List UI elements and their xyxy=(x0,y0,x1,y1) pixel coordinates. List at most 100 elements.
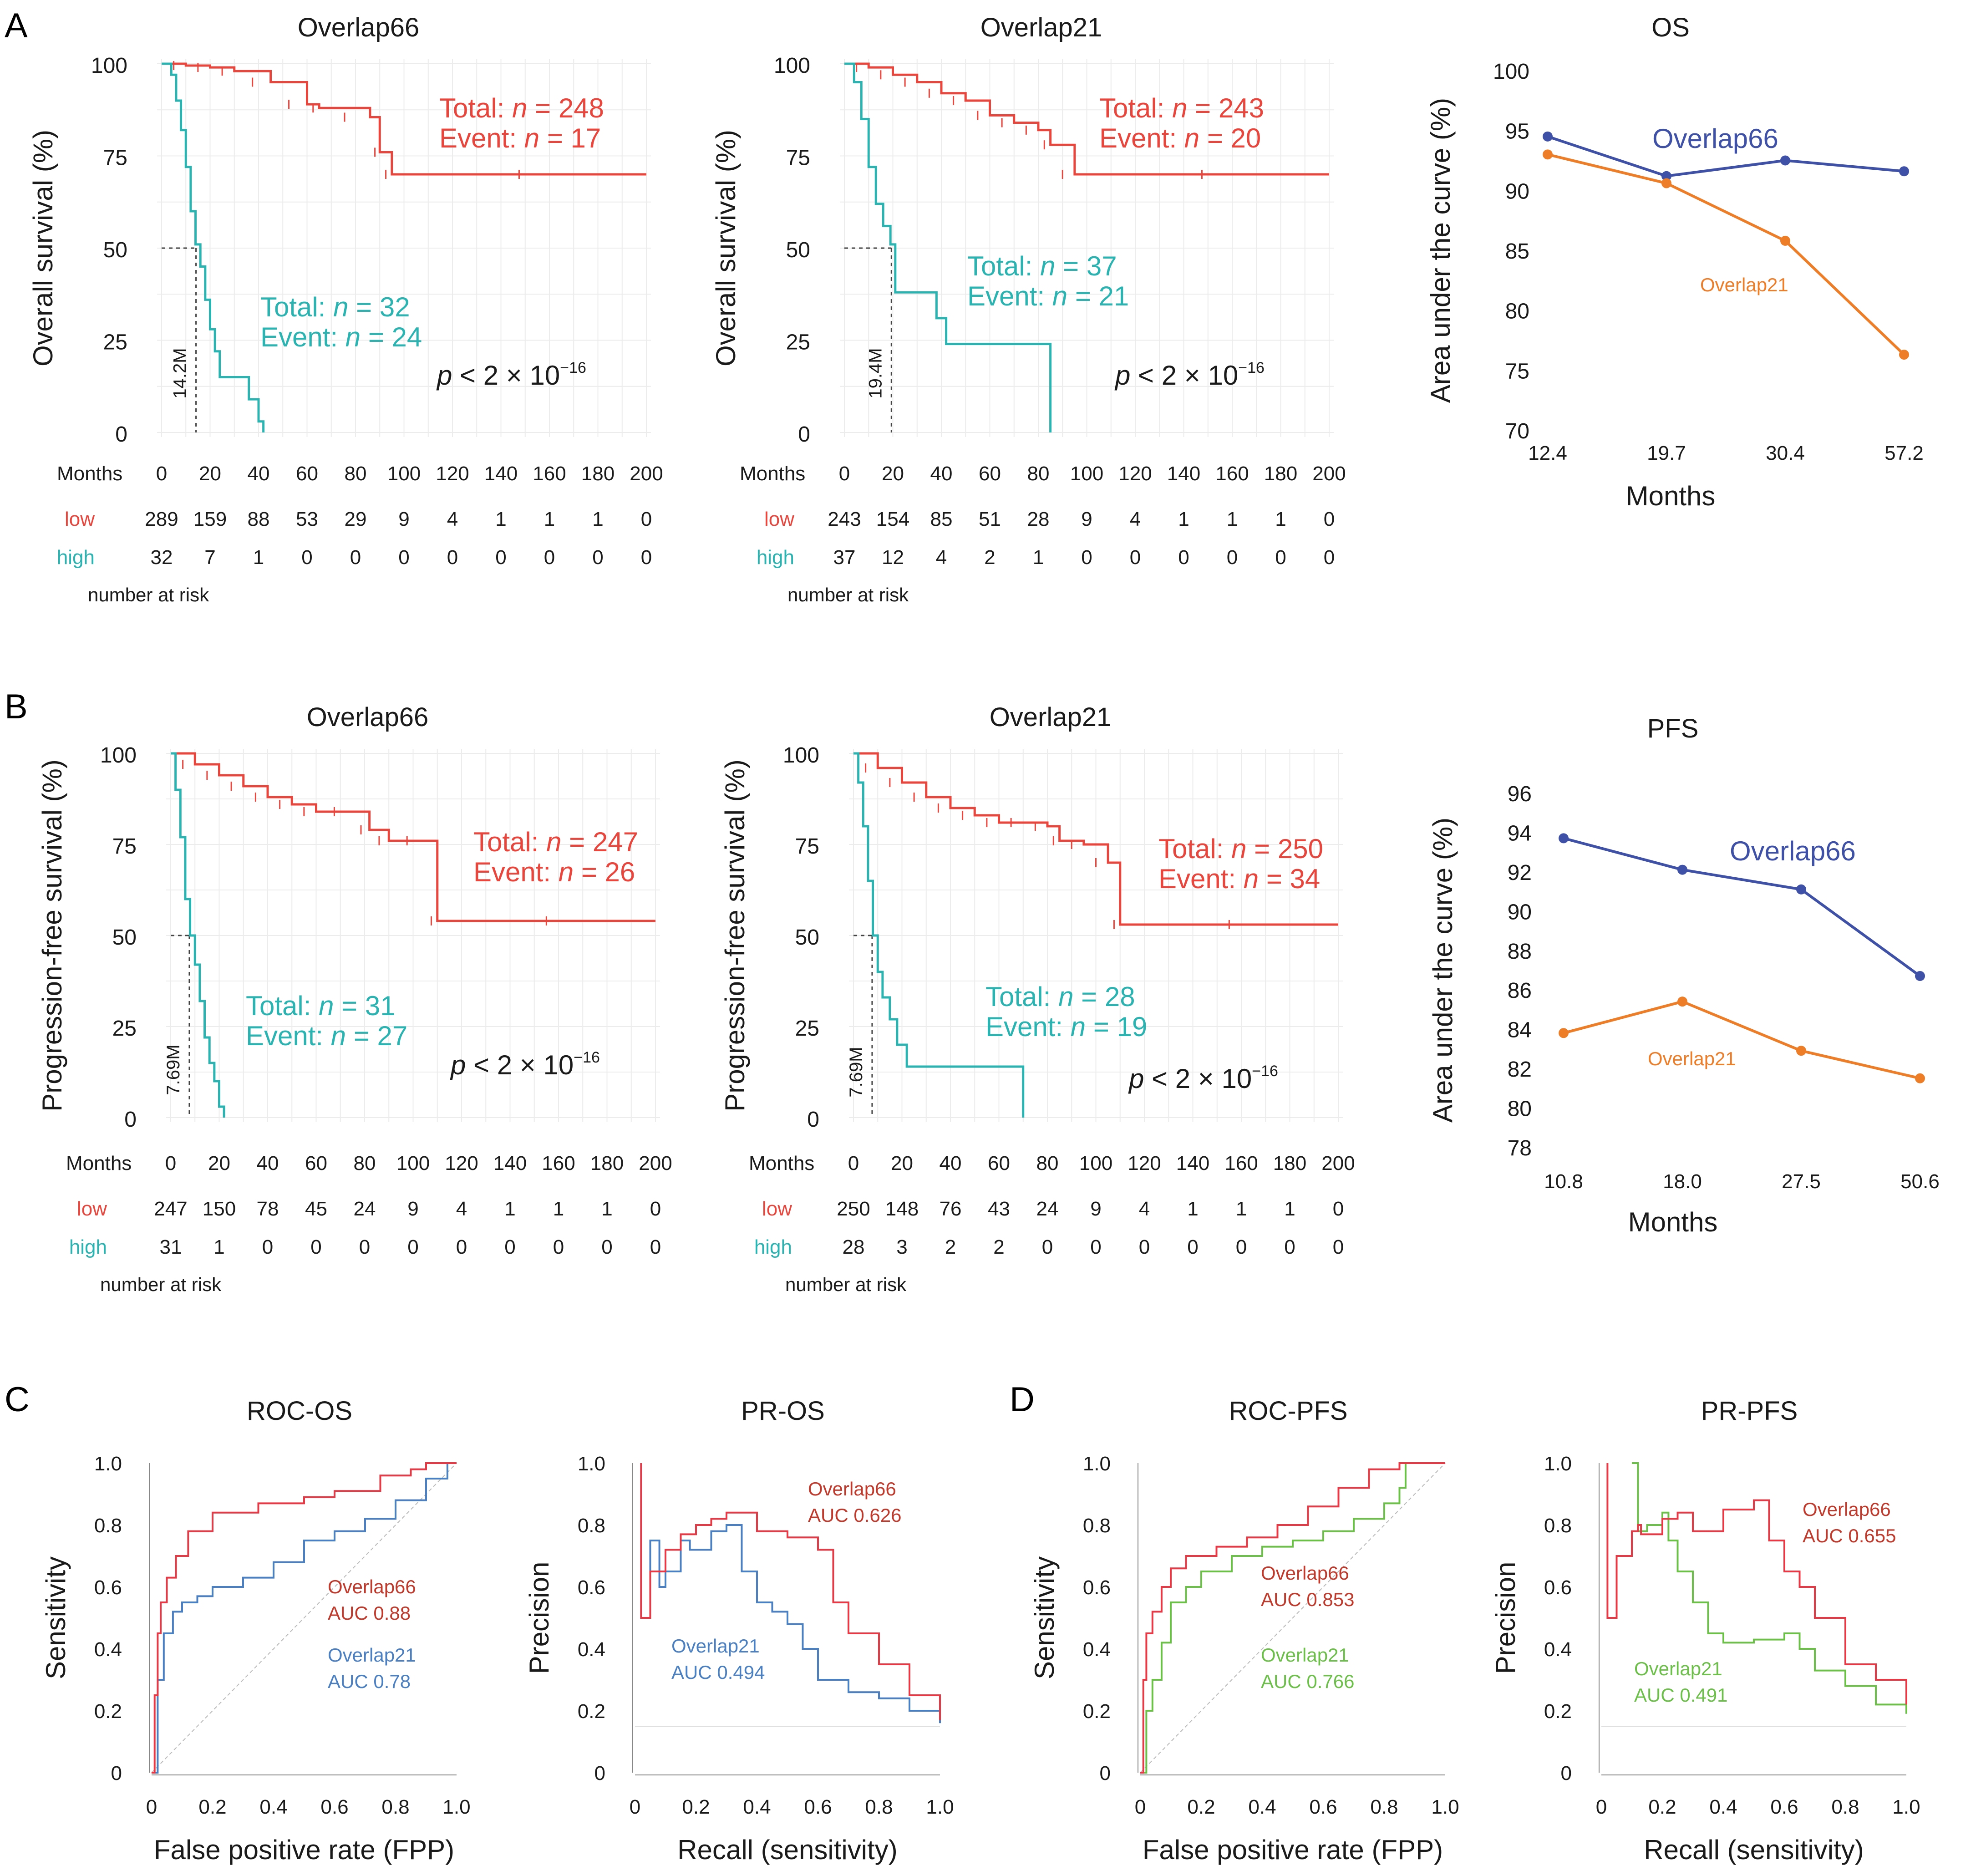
km_pfs_21-risk-low-cell: 43 xyxy=(988,1198,1010,1220)
km_os_21-risk-high-cell: 12 xyxy=(882,546,904,569)
km_pfs_21-ylabel: Progression-free survival (%) xyxy=(720,759,750,1112)
km_os_21-low-event-n: n xyxy=(1184,123,1199,153)
km_os_66-high-event-value: = 24 xyxy=(361,322,422,352)
km_os_21-risk-high-cell: 2 xyxy=(984,546,995,569)
km_pfs_21-xtick: 180 xyxy=(1273,1152,1306,1174)
km_pfs_21-ytick: 100 xyxy=(783,743,819,768)
auc_pfs-label-overlap21: Overlap21 xyxy=(1648,1048,1736,1069)
roc_os-xtick: 0.2 xyxy=(198,1796,226,1818)
km_pfs_66-risk-title: number at risk xyxy=(100,1274,222,1295)
km_os_66-risk-low-cell: 4 xyxy=(447,508,458,530)
pr_os-ytick: 0 xyxy=(594,1762,605,1784)
auc_os-line-overlap21 xyxy=(1547,153,1905,356)
auc_os-ytick: 100 xyxy=(1493,60,1529,84)
auc_pfs-ytick: 94 xyxy=(1508,821,1532,845)
km_pfs_66-xtick: 160 xyxy=(542,1152,575,1174)
km_pfs_66-risk-low-cell: 1 xyxy=(553,1198,564,1220)
km_os_66-xtick: 120 xyxy=(436,463,469,485)
km_pfs_66-xtick: 180 xyxy=(590,1152,624,1174)
km_pfs_66-xtick: 200 xyxy=(639,1152,672,1174)
km_pfs_21-risk-low-cell: 4 xyxy=(1139,1198,1150,1220)
pr_pfs-ytick: 0.2 xyxy=(1544,1700,1572,1723)
km_pfs_21-risk-low-cell: 148 xyxy=(885,1198,919,1220)
km_os_21-ytick: 0 xyxy=(798,422,810,447)
km_pfs_21-risk-high-cell: 2 xyxy=(993,1236,1004,1258)
km_os_66-ytick: 100 xyxy=(91,54,127,78)
roc_os-chart: ROC-OS 0 0.2 0.4 0.6 0.8 1.0 0 0.2 0.4 0.6 0.8 1.0 Fa… xyxy=(41,1396,471,1865)
km_os_66-risk-high-cell: 0 xyxy=(641,546,652,569)
km_pfs_66-risk-high-cell: 0 xyxy=(456,1236,467,1258)
auc_os-chart: OS 70 75 80 85 90 95 100 Area under the curve (%… xyxy=(1425,13,1924,511)
km_pfs_66-risk-high-cell: 31 xyxy=(160,1236,182,1258)
km_os_66-low-total-label: Total: xyxy=(439,93,512,123)
pr_os-xtick: 1.0 xyxy=(926,1796,954,1818)
km_pfs_66-high-total-label: Total: xyxy=(246,991,319,1021)
km_pfs_66-pvalue: p < 2 × 10−16 xyxy=(450,1049,600,1080)
km_pfs_66-low-total-value: = 247 xyxy=(561,827,638,857)
km_pfs_21-risk-low-cell: 76 xyxy=(940,1198,962,1220)
auc_os-ytick: 80 xyxy=(1505,300,1529,324)
roc_os-xtick: 0.6 xyxy=(320,1796,348,1818)
km_os_66-risk-low-cell: 1 xyxy=(544,508,555,530)
roc_os-xtick: 0.4 xyxy=(259,1796,287,1818)
km_pfs_66-high-event-n: n xyxy=(331,1021,346,1051)
km_os_21-ytick: 75 xyxy=(786,146,810,170)
km_os_66-low-event-label: Event: xyxy=(439,123,524,153)
auc_pfs-xtick: 10.8 xyxy=(1544,1170,1583,1193)
km_os_66-risk-title: number at risk xyxy=(88,584,209,605)
km_os_21-risk-low-cell: 1 xyxy=(1178,508,1189,530)
km_os_21-risk-high-cell: 37 xyxy=(833,546,856,569)
auc_pfs-point xyxy=(1559,833,1569,844)
pr_pfs-auc-overlap21: AUC 0.491 xyxy=(1634,1684,1727,1706)
auc_os-xlabel: Months xyxy=(1626,481,1716,511)
pr_os-ytick: 0.6 xyxy=(578,1576,605,1599)
auc_pfs-ytick: 84 xyxy=(1508,1018,1532,1042)
km_os_21-xtick: 60 xyxy=(979,463,1001,485)
km_os_66-curve-low xyxy=(162,62,646,176)
km_pfs_21-ytick: 50 xyxy=(795,925,819,950)
pr_os-xtick: 0.4 xyxy=(743,1796,771,1818)
km_pfs_66-xtick: 0 xyxy=(165,1152,176,1174)
pr_os-ytick: 0.8 xyxy=(578,1515,605,1537)
km_pfs_21-ytick: 25 xyxy=(795,1017,819,1041)
km_pfs_21-high-event-value: = 19 xyxy=(1086,1012,1147,1042)
auc_os-label-overlap21: Overlap21 xyxy=(1700,274,1788,295)
roc_pfs-ytick: 0.6 xyxy=(1083,1576,1111,1599)
km_os_66-high-event: Event: n = 24 xyxy=(260,322,422,352)
km_os_21-ytick: 50 xyxy=(786,238,810,262)
auc_os-label-overlap66: Overlap66 xyxy=(1652,123,1778,154)
pr_pfs-chart: PR-PFS 0 0.2 0.4 0.6 0.8 1.0 0 0.2 0.4 0.6 0.8 1.0 Re… xyxy=(1490,1396,1920,1865)
km_os_21-high-total-n: n xyxy=(1040,251,1055,281)
pr_pfs-xtick: 0 xyxy=(1596,1796,1607,1818)
km_os_21-risk-high-cell: 1 xyxy=(1033,546,1044,569)
roc_pfs-ytick: 0.4 xyxy=(1083,1638,1111,1661)
roc_os-curve-overlap66 xyxy=(152,1462,457,1774)
auc_pfs-ytick: 80 xyxy=(1508,1097,1532,1121)
km_os_66-low-total-n: n xyxy=(512,93,527,123)
auc_pfs-line-overlap21 xyxy=(1563,1000,1920,1080)
km_os_21-risk-high-cell: 0 xyxy=(1178,546,1189,569)
auc_os-xtick: 19.7 xyxy=(1647,442,1686,464)
km_os_66-pvalue-exp: −16 xyxy=(560,359,586,376)
km_pfs_66-pvalue-exp: −16 xyxy=(574,1049,600,1066)
km_os_66-risk-high-cell: 1 xyxy=(253,546,264,569)
panel-label-d: D xyxy=(1010,1380,1035,1419)
km_pfs_21-xtick: 20 xyxy=(891,1152,913,1174)
km_pfs_21-high-event-n: n xyxy=(1071,1012,1086,1042)
km_os_21-high-total-value: = 37 xyxy=(1055,251,1117,281)
km_pfs_66-risk-low-cell: 247 xyxy=(154,1198,187,1220)
km_os_21-xlabel: Months xyxy=(740,463,805,485)
km_os_21-xtick: 0 xyxy=(839,463,850,485)
km_os_66-risk-high-label: high xyxy=(57,546,95,569)
pr_os-xtick: 0 xyxy=(630,1796,640,1818)
km_os_21-xtick: 20 xyxy=(882,463,904,485)
roc_pfs-curve-overlap66 xyxy=(1140,1462,1445,1774)
km_pfs_66-title: Overlap66 xyxy=(307,702,429,732)
km_pfs_66-risk-high-cell: 0 xyxy=(359,1236,370,1258)
roc_pfs-ytick: 0.2 xyxy=(1083,1700,1111,1723)
pr_os-label-overlap21: Overlap21 xyxy=(671,1635,760,1657)
auc_os-ytick: 85 xyxy=(1505,239,1529,264)
pr_os-ytick: 0.4 xyxy=(578,1638,605,1661)
km_os_21-xtick: 100 xyxy=(1070,463,1103,485)
